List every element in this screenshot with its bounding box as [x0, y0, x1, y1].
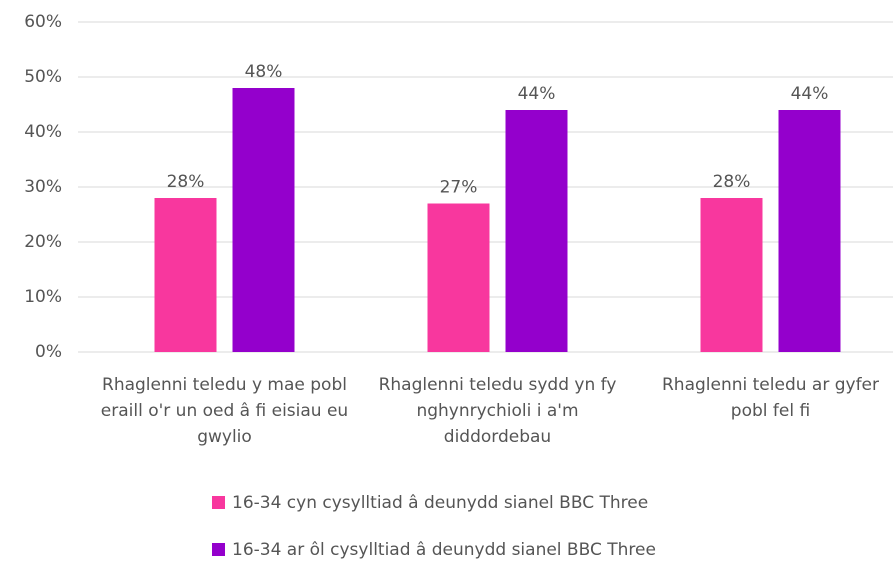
data-label: 48%	[245, 62, 283, 82]
data-label: 27%	[440, 178, 478, 198]
y-tick-label: 30%	[24, 177, 62, 197]
bar	[154, 198, 217, 352]
bar	[505, 110, 568, 352]
data-label: 28%	[167, 172, 205, 192]
y-tick-label: 50%	[24, 67, 62, 87]
y-tick-label: 0%	[35, 342, 62, 362]
x-tick-label: Rhaglenni teledu y mae pobl eraill o'r u…	[100, 375, 349, 447]
y-tick-label: 40%	[24, 122, 62, 142]
bar	[778, 110, 841, 352]
data-label: 44%	[518, 84, 556, 104]
y-tick-label: 10%	[24, 287, 62, 307]
x-tick-label: Rhaglenni teledu ar gyfer pobl fel fi	[661, 375, 880, 421]
bar	[427, 203, 490, 352]
legend-label: 16-34 cyn cysylltiad â deunydd sianel BB…	[232, 493, 648, 513]
x-tick-label: Rhaglenni teledu sydd yn fy nghynrychiol…	[378, 375, 617, 447]
bar	[232, 88, 295, 352]
y-tick-label: 20%	[24, 232, 62, 252]
data-label: 28%	[713, 172, 751, 192]
data-label: 44%	[791, 84, 829, 104]
legend-swatch	[212, 543, 225, 556]
legend-swatch	[212, 496, 225, 509]
legend-label: 16-34 ar ôl cysylltiad â deunydd sianel …	[232, 540, 656, 560]
bar	[700, 198, 763, 352]
y-tick-label: 60%	[24, 12, 62, 32]
